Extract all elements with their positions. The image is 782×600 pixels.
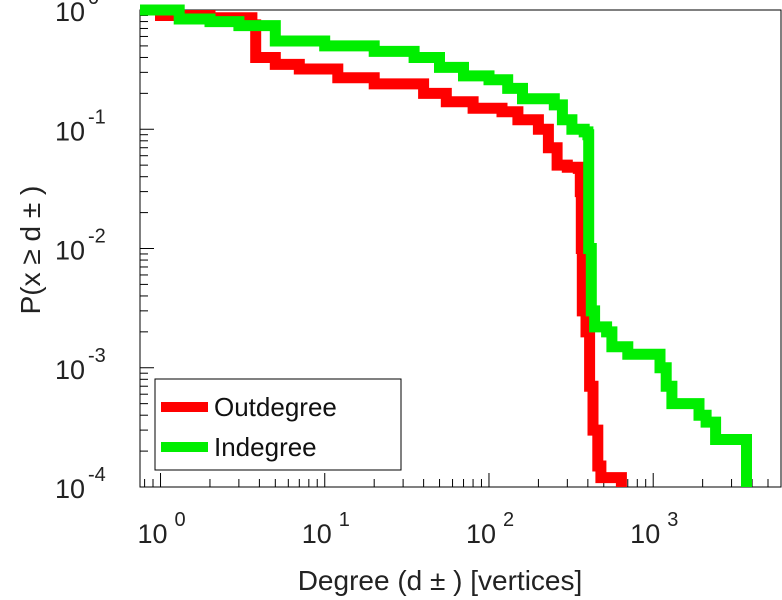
x-tick-exponent: 3 <box>667 509 678 531</box>
y-tick-label: 10 <box>55 236 85 266</box>
x-tick-label: 10 <box>302 519 332 549</box>
y-tick-label: 10 <box>55 116 85 146</box>
series-line-indegree <box>140 4 752 487</box>
legend-label-indegree: Indegree <box>214 432 317 462</box>
x-tick-label: 10 <box>466 519 496 549</box>
y-tick-label: 10 <box>55 0 85 27</box>
x-tick-exponent: 0 <box>175 509 186 531</box>
x-axis-title: Degree (d ± ) [vertices] <box>298 565 583 596</box>
x-tick-label: 10 <box>630 519 660 549</box>
x-tick-labels: 10 0 10 1 10 2 10 3 <box>137 509 678 549</box>
x-tick-exponent: 1 <box>339 509 350 531</box>
legend-box <box>154 378 402 471</box>
y-axis-title: P(x ≥ d ± ) <box>15 186 46 315</box>
y-tick-exponent: -3 <box>88 345 106 367</box>
y-tick-exponent: -2 <box>88 226 106 248</box>
legend: Outdegree Indegree <box>154 378 402 471</box>
y-tick-label: 10 <box>55 355 85 385</box>
y-tick-label: 10 <box>55 474 85 504</box>
series-lines <box>140 4 752 487</box>
legend-label-outdegree: Outdegree <box>214 392 337 422</box>
x-tick-label: 10 <box>137 519 167 549</box>
y-tick-exponent: -1 <box>88 106 106 128</box>
x-tick-exponent: 2 <box>503 509 514 531</box>
series-line-outdegree <box>140 4 627 487</box>
y-tick-exponent: 0 <box>88 0 99 9</box>
y-tick-exponent: -4 <box>88 464 106 486</box>
